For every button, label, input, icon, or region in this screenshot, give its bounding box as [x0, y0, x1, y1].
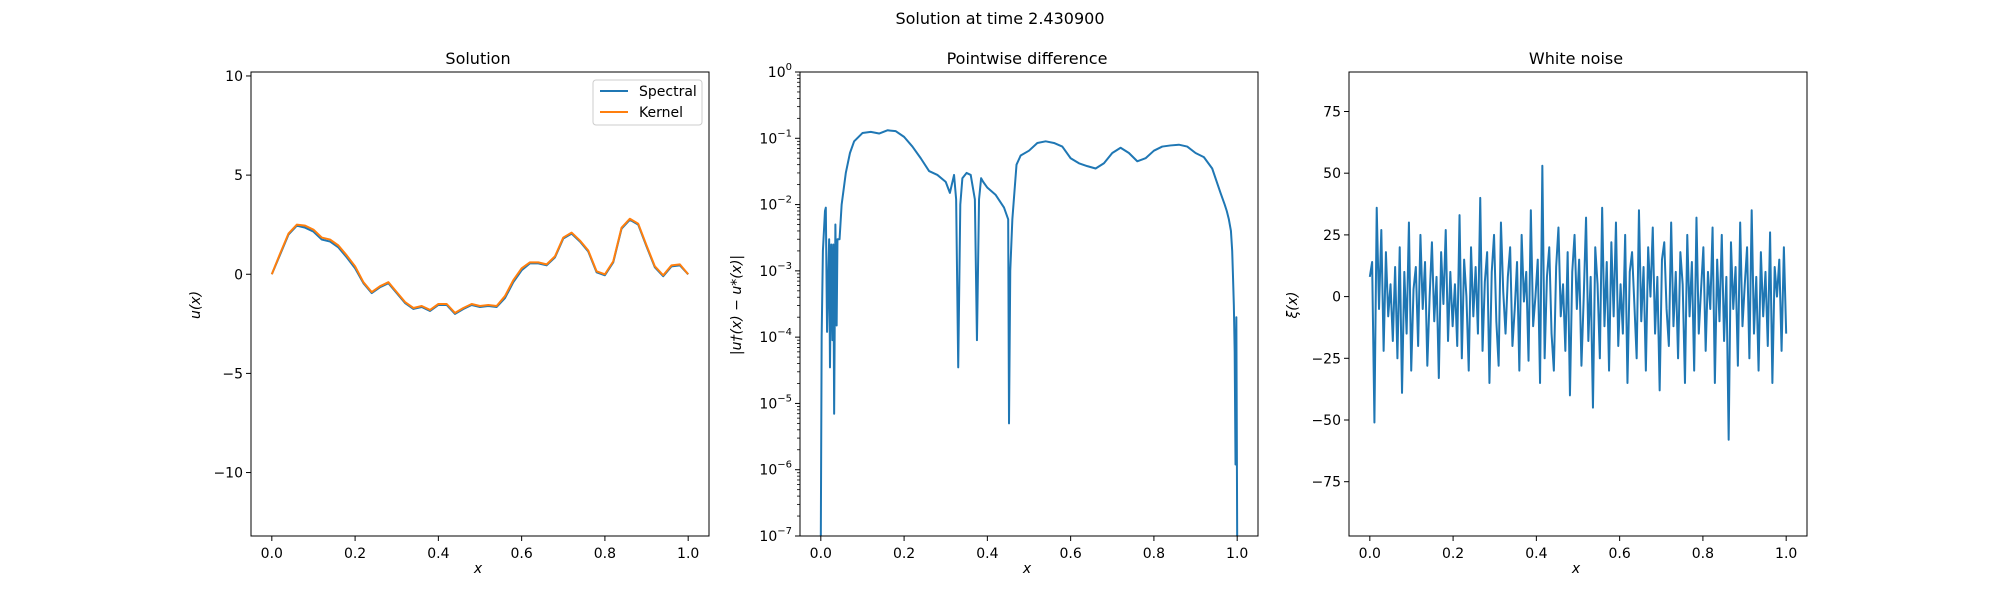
series-line	[270, 217, 689, 314]
y-tick-label: 10	[225, 69, 243, 85]
x-tick-label: 0.2	[1442, 546, 1464, 562]
axes-frame	[799, 71, 1259, 537]
y-axis-label: |u†(x) − u*(x)|	[729, 255, 745, 355]
y-tick-label: 10−5	[759, 393, 792, 412]
x-tick-label: 0.2	[893, 546, 915, 562]
x-tick-label: 0.8	[1143, 546, 1165, 562]
x-tick-label: 0.4	[1525, 546, 1547, 562]
legend: Spectral Kernel	[592, 79, 703, 126]
x-tick-label: 0.8	[594, 546, 616, 562]
plot-area: 0.0 0.2 0.4 0.6 0.8 1.0 −10 −5 0 5 10	[213, 69, 710, 562]
panel-title: Solution	[445, 49, 510, 68]
series-line	[819, 129, 1239, 536]
x-tick-label: 0.4	[976, 546, 998, 562]
x-tick-label: 0.4	[427, 546, 449, 562]
legend-label-spectral: Spectral	[639, 84, 697, 100]
y-tick-label: 10−2	[759, 195, 792, 214]
panel-title: White noise	[1529, 49, 1623, 68]
x-tick-label: 0.6	[1609, 546, 1631, 562]
y-tick-label: 50	[1323, 166, 1341, 182]
y-tick-label: 0	[1332, 290, 1341, 306]
x-tick-label: 0.0	[261, 546, 283, 562]
y-tick-label: −10	[213, 466, 243, 482]
y-tick-label: −5	[222, 366, 243, 382]
y-tick-label: −50	[1311, 413, 1341, 429]
axes-frame	[250, 71, 710, 537]
y-tick-label: 10−7	[759, 526, 792, 545]
panel-solution: Solution 0.0 0.2 0.4 0.6 0.8 1.0 −10 −5 0 5 10 x u…	[188, 49, 710, 577]
y-tick-label: −25	[1311, 351, 1341, 367]
plot-area: 0.0 0.2 0.4 0.6 0.8 1.0 −75 −50 −25 0 25 50 75	[1311, 71, 1808, 562]
x-tick-label: 1.0	[1226, 546, 1248, 562]
y-tick-label: 10−6	[759, 460, 792, 479]
x-tick-label: 0.0	[1359, 546, 1381, 562]
y-tick-label: 100	[768, 62, 792, 81]
x-tick-label: 1.0	[1775, 546, 1797, 562]
y-tick-label: 75	[1323, 104, 1341, 120]
y-tick-label: −75	[1311, 475, 1341, 491]
panel-title: Pointwise difference	[947, 49, 1108, 68]
y-tick-label: 25	[1323, 228, 1341, 244]
y-tick-label: 10−1	[759, 128, 792, 147]
x-tick-label: 0.6	[511, 546, 533, 562]
x-tick-label: 0.6	[1060, 546, 1082, 562]
x-tick-label: 1.0	[677, 546, 699, 562]
series-line	[1368, 164, 1788, 441]
x-axis-label: x	[473, 561, 483, 577]
axes-frame	[1348, 71, 1808, 537]
figure-suptitle: Solution at time 2.430900	[895, 9, 1104, 28]
y-axis-label: u(x)	[188, 291, 204, 319]
series-line	[270, 218, 689, 315]
x-tick-label: 0.0	[810, 546, 832, 562]
x-tick-label: 0.2	[344, 546, 366, 562]
y-tick-label: 10−4	[759, 327, 792, 346]
y-tick-label: 5	[234, 168, 243, 184]
y-tick-label: 0	[234, 267, 243, 283]
legend-label-kernel: Kernel	[639, 105, 683, 121]
y-tick-label: 10−3	[759, 261, 792, 280]
plot-area: 0.0 0.2 0.4 0.6 0.8 1.0 10−7 10−6 10−5 10−4 10−3 10…	[759, 62, 1259, 562]
x-axis-label: x	[1022, 561, 1032, 577]
panel-pointwise-difference: Pointwise difference 0.0 0.2 0.4 0.6 0.8 1.0 1…	[729, 49, 1259, 577]
x-axis-label: x	[1571, 561, 1581, 577]
panel-white-noise: White noise 0.0 0.2 0.4 0.6 0.8 1.0−75−50−250…	[1285, 49, 1808, 577]
x-tick-label: 0.8	[1692, 546, 1714, 562]
y-axis-label: ξ(x)	[1285, 291, 1301, 319]
